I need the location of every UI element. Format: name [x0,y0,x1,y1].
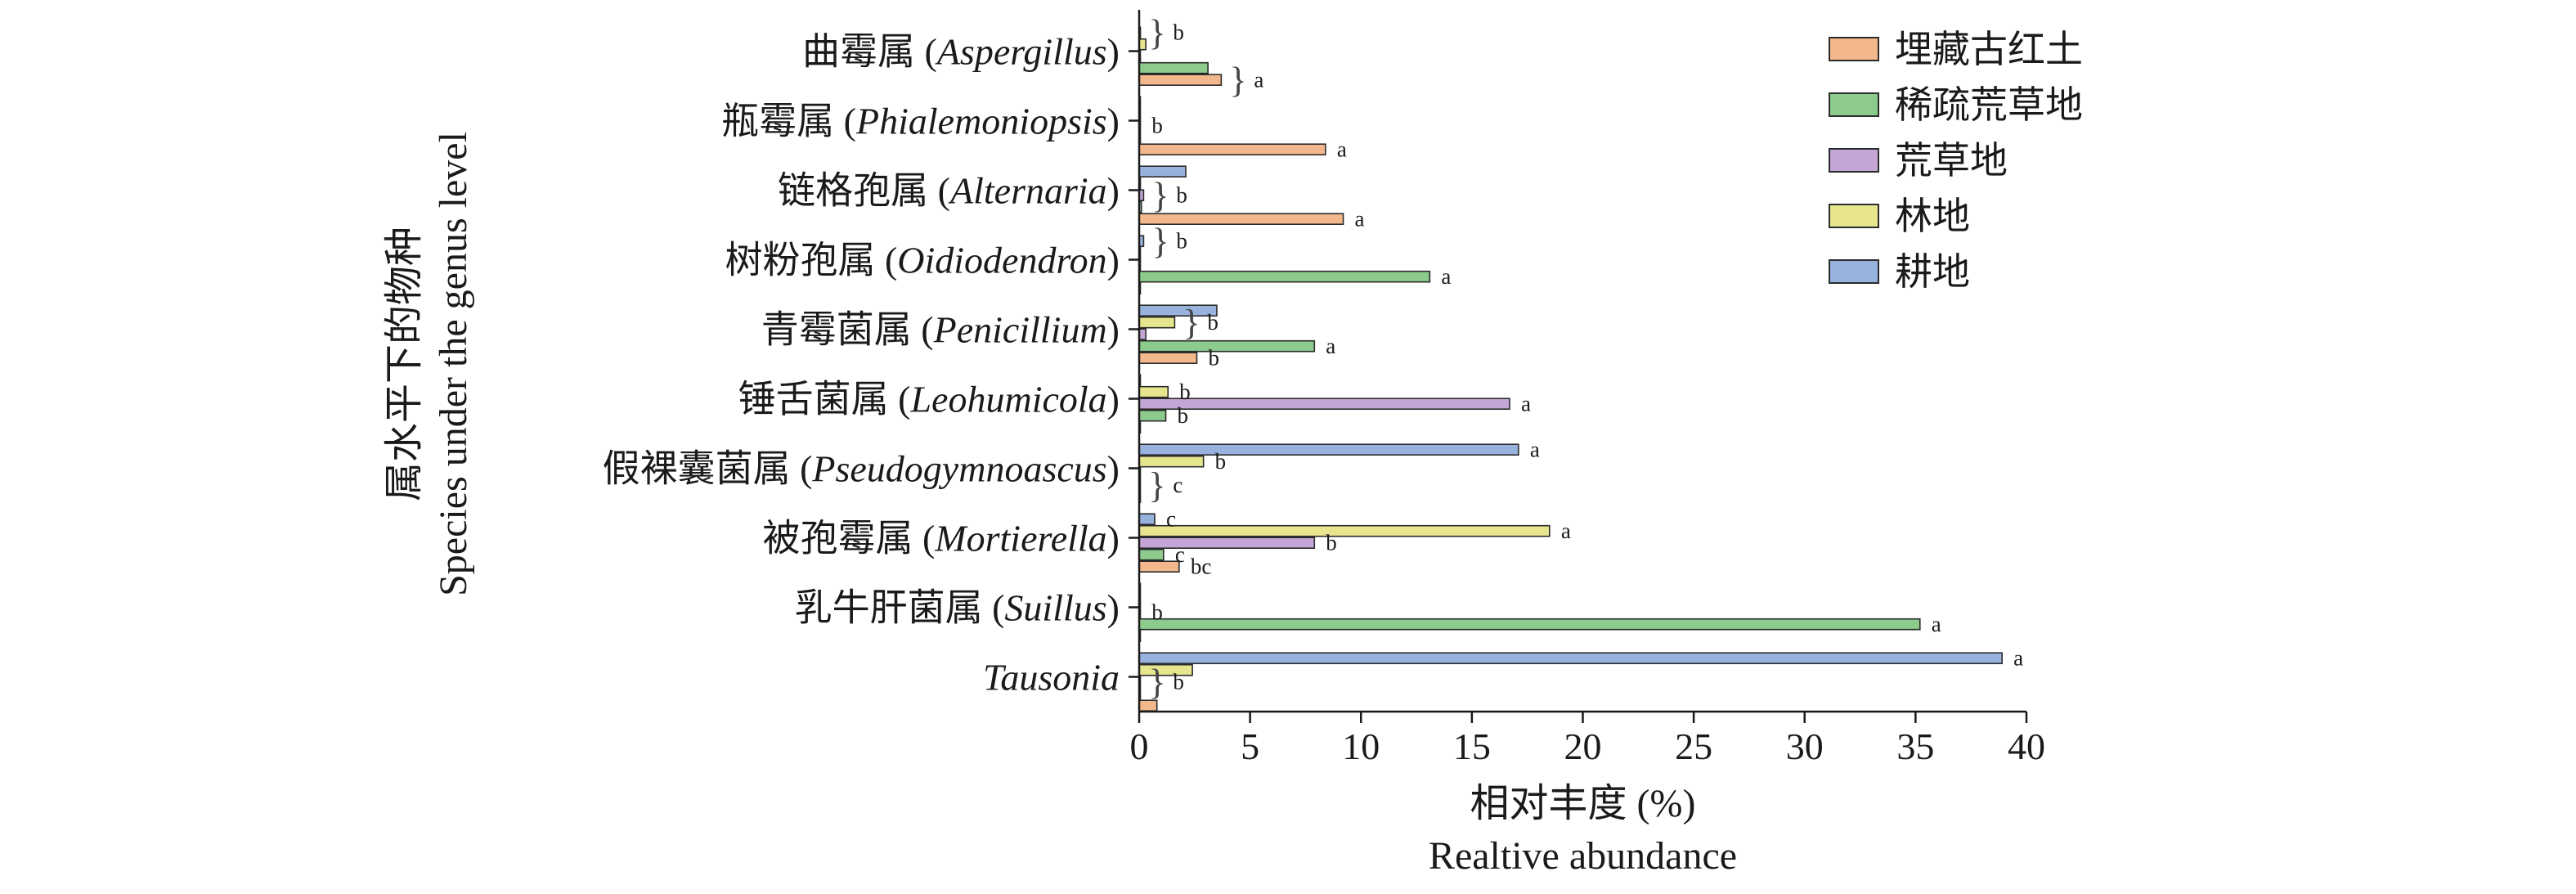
category-label-leohumicola: 锤舌菌属 (Leohumicola) [738,379,1120,420]
bar-tausonia-series-3 [1138,663,1193,676]
x-tick-label: 40 [2008,726,2045,767]
legend-swatch [1829,148,1879,173]
legend-label: 稀疏荒草地 [1895,84,2083,126]
significance-label: b [1176,229,1187,254]
y-axis-title-en: Species under the genus level [432,132,475,596]
legend-swatch [1829,259,1879,284]
category-label-oidiodendron: 树粉孢属 (Oidiodendron) [725,240,1120,281]
significance-brace: } [1229,61,1246,101]
axes-layer: 0 5 10 15 20 25 30 35 40 曲霉属 (Aspergillus) 瓶霉属 (Ph… [603,10,2045,767]
x-tick-label: 30 [1786,726,1824,767]
significance-label: b [1215,449,1227,474]
bar-aspergillus-series-1 [1138,61,1209,74]
significance-label: b [1207,310,1218,335]
significance-label: c [1175,542,1185,567]
bar-mortierella-series-3 [1138,524,1551,537]
significance-label: a [1521,392,1531,416]
axis-titles: 相对丰度 (%) Realtive abundance 属水平下的物种 Species… [383,132,1737,878]
x-axis-title-cn: 相对丰度 (%) [1470,782,1696,825]
significance-brace: } [1151,222,1169,262]
bar-tausonia-series-4 [1138,652,2003,665]
legend-label: 耕地 [1895,251,1970,293]
x-tick-label: 5 [1241,726,1259,767]
bars-layer [1138,26,2003,712]
bar-pseudogymnoascus-series-4 [1138,443,1519,456]
x-axis-title-en: Realtive abundance [1429,834,1737,878]
bar-penicillium-series-4 [1138,304,1218,317]
significance-label: a [1355,207,1365,231]
significance-label: b [1173,670,1184,694]
significance-label: a [1441,264,1451,289]
significance-label: bc [1191,555,1212,579]
legend-swatch [1829,204,1879,228]
bar-leohumicola-series-3 [1138,385,1169,398]
category-label-pseudogymnoascus: 假裸囊菌属 (Pseudogymnoascus) [603,448,1120,490]
category-label-tausonia: Tausonia [983,657,1120,699]
bar-penicillium-series-3 [1138,316,1176,329]
significance-brace: } [1148,663,1165,703]
category-label-penicillium: 青霉菌属 (Penicillium) [761,309,1120,351]
significance-brace: } [1183,303,1200,343]
significance-label: b [1173,20,1184,45]
category-label-alternaria: 链格孢属 (Alternaria) [778,170,1120,212]
x-tick-label: 15 [1453,726,1491,767]
significance-label: b [1178,403,1189,428]
significance-label: c [1166,507,1176,532]
significance-label: a [1326,334,1335,358]
bar-leohumicola-series-1 [1138,409,1167,422]
bar-aspergillus-series-0 [1138,74,1223,86]
significance-label: b [1151,114,1163,138]
x-tick-label: 35 [1896,726,1934,767]
significance-label: c [1173,473,1183,497]
x-tick-label: 10 [1342,726,1380,767]
significance-label: a [1932,612,1941,636]
category-label-phialemoniopsis: 瓶霉属 (Phialemoniopsis) [721,101,1120,142]
bar-oidiodendron-series-1 [1138,270,1431,283]
bar-suillus-series-1 [1138,618,1921,631]
significance-label: a [1561,519,1571,543]
legend-label: 荒草地 [1895,140,2008,182]
significance-label: a [1530,438,1540,462]
category-label-mortierella: 被孢霉属 (Mortierella) [762,518,1120,559]
significance-label: b [1209,346,1220,371]
bar-mortierella-series-4 [1138,513,1156,526]
x-tick-label: 20 [1564,726,1602,767]
significance-label: b [1326,531,1337,555]
significance-brace: } [1148,13,1165,53]
bar-mortierella-series-0 [1138,560,1180,573]
significance-label: b [1151,600,1163,625]
x-tick-label: 0 [1130,726,1149,767]
bar-penicillium-series-0 [1138,352,1198,365]
legend-label: 埋藏古红土 [1895,29,2083,70]
bar-penicillium-series-1 [1138,339,1316,353]
significance-label: a [1337,137,1347,162]
legend-label: 林地 [1895,195,1970,237]
category-label-suillus: 乳牛肝菌属 (Suillus) [795,587,1120,629]
bar-phialemoniopsis-series-0 [1138,143,1326,155]
bar-leohumicola-series-2 [1138,398,1510,411]
legend-swatch [1829,37,1879,61]
bar-alternaria-series-0 [1138,213,1344,226]
significance-label: a [1254,68,1263,92]
legend-swatch [1829,92,1879,117]
x-tick-label: 25 [1675,726,1712,767]
category-label-aspergillus: 曲霉属 (Aspergillus) [802,31,1120,73]
significance-label: a [2013,646,2023,671]
significance-brace: } [1148,465,1165,505]
significance-brace: } [1151,176,1169,216]
bar-mortierella-series-2 [1138,537,1316,550]
significance-label: b [1179,380,1191,404]
bar-mortierella-series-1 [1138,548,1165,561]
significance-label: b [1176,183,1187,208]
y-axis-title-cn: 属水平下的物种 [383,227,426,501]
